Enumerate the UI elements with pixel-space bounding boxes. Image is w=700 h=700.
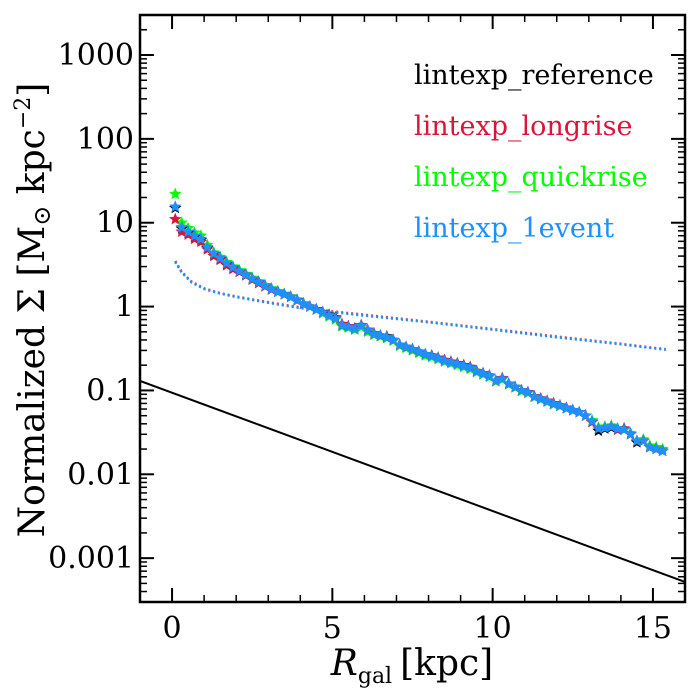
y-axis-ticks: 0.001 0.01 0.1 1 10 100 1000 [48,14,685,603]
x-axis-ticks: 0 5 10 15 [139,15,686,646]
y-tick-label: 0.1 [86,373,134,408]
marker-lintexp-1event [585,414,599,427]
marker-lintexp-longrise [169,212,182,225]
marker-lintexp-1event [329,312,342,324]
marker-lintexp-1event [624,427,637,440]
x-axis-label: Rgal [kpc] [330,643,493,689]
y-tick-label: 0.001 [48,541,134,576]
marker-lintexp-1event [355,319,368,332]
marker-lintexp-1event [348,322,361,335]
reference-solid-line-0 [139,379,686,583]
y-tick-label: 100 [77,122,134,157]
x-tick-label: 15 [634,611,672,646]
marker-lintexp-1event [213,251,227,264]
legend-entry-longrise: lintexp_longrise [414,111,632,142]
legend-entry-quickrise: lintexp_quickrise [414,162,648,193]
x-tick-label: 0 [163,611,182,646]
marker-lintexp-1event [201,240,214,253]
x-tick-label: 10 [474,611,512,646]
legend: lintexp_reference lintexp_longrise linte… [414,60,654,244]
marker-lintexp-1event [169,200,182,213]
marker-lintexp-1event [367,327,381,340]
marker-lintexp-1event [649,442,663,455]
marker-lintexp-1event [637,434,650,447]
marker-lintexp-1event [630,434,644,447]
marker-lintexp-1event [579,409,592,421]
marker-lintexp-1event [560,401,573,414]
marker-lintexp-1event [444,356,458,368]
legend-entry-1event: lintexp_1event [414,213,614,244]
x-tick-label: 5 [323,611,342,646]
y-axis-label: Normalized Σ [M⊙ kpc−2] [11,83,56,538]
marker-lintexp-1event [387,333,400,346]
marker-lintexp-1event [335,318,349,331]
y-tick-label: 10 [96,206,134,241]
marker-lintexp-1event [483,369,496,382]
data-markers [169,187,669,457]
y-tick-label: 1 [115,290,134,325]
model-lines [139,260,686,583]
marker-lintexp-1event [643,440,656,453]
marker-lintexp-1event [656,444,669,457]
marker-lintexp-1event [611,422,624,434]
y-tick-label: 0.01 [67,457,134,492]
marker-lintexp-quickrise [169,187,182,200]
model-dotted-line-1 [174,261,666,352]
legend-entry-reference: lintexp_reference [414,60,654,91]
marker-lintexp-1event [451,357,464,370]
y-tick-label: 1000 [58,38,134,73]
marker-lintexp-1event [194,232,208,245]
plot-frame [138,13,687,604]
marker-lintexp-1event [374,329,387,341]
marker-lintexp-1event [496,372,509,384]
marker-lintexp-1event [438,354,451,367]
